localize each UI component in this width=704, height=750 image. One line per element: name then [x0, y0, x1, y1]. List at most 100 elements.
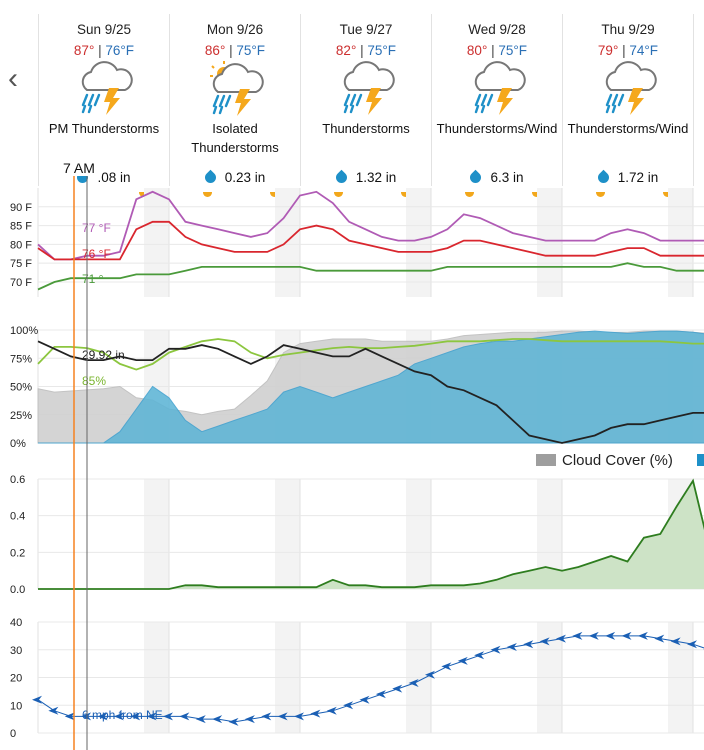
day-precip: 1.32 in	[301, 169, 431, 186]
high-temp: 82°	[335, 43, 357, 58]
day-condition: Thunderstorms/Wind	[436, 121, 558, 136]
legend-cloud-cover[interactable]: Cloud Cover (%)	[536, 452, 673, 469]
wind-direction-arrow-icon	[457, 656, 468, 665]
day-temps: 80° | 75°F	[432, 43, 562, 58]
day-condition: Thunderstorms	[322, 121, 410, 136]
cursor-value-temp: 76 °F	[82, 247, 111, 261]
precip-amount: .08 in	[97, 170, 131, 185]
precip-amount: 1.32 in	[355, 170, 397, 185]
forecast-day-card[interactable]: Thu 9/29 79° | 74°F Thunderstorms/Wind 1…	[562, 14, 693, 197]
night-band	[537, 188, 562, 297]
wind-direction-arrow-icon	[130, 712, 141, 721]
y-tick-label: 100%	[10, 325, 38, 337]
day-date: Thu 9/29	[601, 22, 655, 37]
wind-direction-arrow-icon	[261, 712, 272, 721]
sun-marker-icon	[334, 192, 343, 197]
wind-direction-arrow-icon	[359, 695, 370, 704]
series-line-rain	[38, 478, 704, 590]
wind-direction-arrow-icon	[670, 637, 681, 646]
series-line-heat_index	[37, 190, 704, 261]
temp-separator: |	[360, 43, 364, 58]
wind-direction-arrow-icon	[605, 631, 616, 640]
wind-direction-arrow-icon	[523, 640, 534, 649]
day-temps: 86° | 75°F	[170, 43, 300, 58]
day-date: Tue 9/27	[339, 22, 393, 37]
wind-direction-arrow-icon	[32, 695, 42, 704]
chart-panel: 40 30 20 10 0 6 mph from NE	[10, 617, 704, 740]
high-temp: 80°	[466, 43, 488, 58]
y-tick-label: 0.2	[10, 547, 25, 559]
legend-swatch-partial[interactable]	[697, 452, 704, 469]
sun-marker-icon	[596, 192, 605, 197]
cloud-rain-lightning-icon	[343, 61, 395, 115]
wind-direction-arrow-icon	[195, 715, 206, 724]
y-tick-label: 25%	[10, 410, 32, 422]
wind-direction-arrow-icon	[572, 631, 583, 640]
legend-swatch	[697, 454, 704, 466]
legend-swatch	[536, 454, 556, 466]
forecast-day-card[interactable]: Sun 9/25 87° | 76°F PM Thunderstorms .08…	[38, 14, 169, 197]
low-temp: 76°F	[105, 43, 135, 58]
y-tick-label: 0.4	[10, 511, 25, 523]
temp-separator: |	[491, 43, 495, 58]
day-temps: 82° | 75°F	[301, 43, 431, 58]
day-precip: .08 in	[39, 169, 169, 186]
y-tick-label: 10	[10, 700, 22, 712]
wind-direction-arrow-icon	[637, 631, 648, 640]
wind-direction-arrow-icon	[588, 631, 599, 640]
wind-direction-arrow-icon	[687, 640, 697, 649]
temp-separator: |	[98, 43, 102, 58]
series-area-precip-chance	[38, 330, 704, 444]
high-temp: 79°	[597, 43, 619, 58]
series-area-rain	[38, 480, 704, 589]
wind-direction-arrow-icon	[408, 679, 419, 688]
day-condition: Thunderstorms/Wind	[567, 121, 689, 136]
sun-marker-icon	[139, 192, 148, 197]
wind-direction-arrow-icon	[392, 684, 403, 693]
precip-amount: 0.23 in	[224, 170, 266, 185]
forecast-day-card[interactable]: Wed 9/28 80° | 75°F Thunderstorms/Wind 6…	[431, 14, 562, 197]
y-tick-label: 90 F	[10, 202, 32, 214]
series-line-humidity	[37, 338, 704, 371]
wind-direction-arrow-icon	[375, 690, 386, 699]
night-band	[275, 188, 300, 297]
y-tick-label: 50%	[10, 382, 32, 394]
cloud-rain-lightning-icon	[605, 61, 657, 115]
y-tick-label: 70 F	[10, 277, 32, 289]
day-temps: 87° | 76°F	[39, 43, 169, 58]
y-tick-label: 20	[10, 673, 22, 685]
wind-direction-arrow-icon	[277, 712, 288, 721]
chart-panel: 100% 75% 50% 25% 0% 29.92 in 85%	[10, 325, 704, 450]
precip-amount: 6.3 in	[490, 170, 524, 185]
cursor-value-heat_index: 77 °F	[82, 221, 111, 235]
wind-direction-arrow-icon	[97, 712, 108, 721]
wind-direction-arrow-icon	[212, 715, 223, 724]
sun-marker-icon	[203, 192, 212, 197]
y-tick-label: 75 F	[10, 258, 32, 270]
wind-direction-arrow-icon	[228, 717, 239, 726]
forecast-day-card[interactable]: Mon 9/26 86° | 75°F Isolated Thunderstor…	[169, 14, 300, 197]
cursor-value-wind: 6 mph from NE	[82, 708, 163, 722]
wind-direction-arrow-icon	[294, 712, 304, 721]
high-temp: 87°	[73, 43, 95, 58]
day-date: Sun 9/25	[76, 22, 132, 37]
wind-direction-arrow-icon	[64, 712, 75, 721]
wind-direction-arrow-icon	[310, 709, 321, 718]
day-temps: 79° | 74°F	[563, 43, 693, 58]
y-tick-label: 30	[10, 645, 22, 657]
previous-days-chevron-icon[interactable]: ‹	[8, 62, 18, 95]
cursor-time-label: 7 AM	[60, 160, 98, 176]
night-band	[275, 479, 300, 589]
wind-direction-arrow-icon	[556, 634, 566, 643]
y-tick-label: 40	[10, 617, 22, 629]
sun-marker-icon	[465, 192, 474, 197]
sun-cloud-rain-lightning-icon	[210, 61, 264, 116]
day-precip: 1.72 in	[563, 169, 693, 186]
forecast-day-card[interactable]: Tue 9/27 82° | 75°F Thunderstorms 1.32 i…	[300, 14, 431, 197]
forecast-day-card-partial[interactable]	[693, 14, 704, 186]
low-temp: 74°F	[629, 43, 659, 58]
wind-direction-arrow-icon	[490, 645, 501, 654]
cursor-value-pressure: 29.92 in	[82, 348, 125, 362]
sun-marker-icon	[532, 192, 541, 197]
